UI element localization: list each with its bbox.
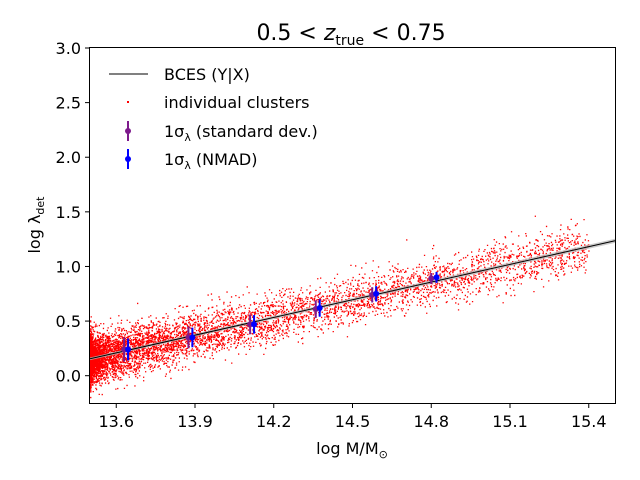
legend-scatter-label: individual clusters bbox=[164, 93, 309, 112]
y-tick-label: 3.0 bbox=[56, 39, 81, 58]
x-tick-label: 13.6 bbox=[98, 412, 134, 431]
x-tick-label: 14.5 bbox=[335, 412, 371, 431]
y-axis-label-sub: det bbox=[34, 196, 47, 215]
legend-std-suffix: (standard dev.) bbox=[191, 122, 318, 141]
legend: BCES (Y|X) individual clusters 1σλ (stan… bbox=[109, 65, 318, 172]
x-axis-ticks: 13.6 13.9 14.2 14.5 14.8 15.1 15.4 bbox=[98, 403, 607, 431]
fit-line bbox=[89, 240, 616, 360]
x-axis-label-main: log M/M bbox=[316, 439, 378, 458]
x-axis-label: log M/M⊙ bbox=[316, 439, 388, 461]
legend-std-sub: λ bbox=[184, 131, 191, 144]
errorbar-nmad-point bbox=[251, 321, 258, 328]
y-tick-label: 1.0 bbox=[56, 257, 81, 276]
legend-nmad-prefix: 1σ bbox=[164, 150, 184, 169]
title-lhs: 0.5 < bbox=[256, 21, 323, 46]
errorbar-nmad-point bbox=[125, 346, 132, 353]
legend-fit-label: BCES (Y|X) bbox=[164, 65, 250, 84]
errorbar-nmad-point bbox=[189, 334, 196, 341]
y-axis-ticks: 0.0 0.5 1.0 1.5 2.0 2.5 3.0 bbox=[56, 39, 90, 386]
title-sub: true bbox=[335, 33, 364, 49]
errorbar-nmad-point bbox=[433, 274, 440, 281]
x-tick-label: 14.2 bbox=[256, 412, 292, 431]
legend-std-label: 1σλ (standard dev.) bbox=[164, 122, 318, 144]
scatter-layer bbox=[90, 215, 590, 399]
x-tick-label: 14.8 bbox=[413, 412, 449, 431]
errorbar-nmad-point bbox=[316, 304, 323, 311]
errorbar-std-point bbox=[428, 275, 435, 282]
x-axis-label-sub: ⊙ bbox=[379, 448, 388, 461]
y-axis-label: log λdet bbox=[25, 196, 47, 254]
legend-std-swatch-dot bbox=[125, 128, 131, 134]
errorbar-nmad-point bbox=[373, 290, 380, 297]
x-tick-label: 15.4 bbox=[571, 412, 607, 431]
legend-nmad-suffix: (NMAD) bbox=[191, 150, 258, 169]
y-tick-label: 0.0 bbox=[56, 367, 81, 386]
fit-layer bbox=[89, 238, 616, 361]
legend-nmad-swatch-dot bbox=[125, 156, 131, 162]
legend-std-prefix: 1σ bbox=[164, 122, 184, 141]
errorbar-layer bbox=[121, 271, 440, 362]
title-rhs: < 0.75 bbox=[364, 21, 445, 46]
y-tick-label: 1.5 bbox=[56, 203, 81, 222]
y-axis-label-main: log λ bbox=[25, 215, 44, 254]
legend-scatter-swatch bbox=[127, 101, 129, 103]
scatter-points bbox=[90, 215, 590, 399]
legend-nmad-label: 1σλ (NMAD) bbox=[164, 150, 257, 172]
x-tick-label: 15.1 bbox=[492, 412, 528, 431]
x-tick-label: 13.9 bbox=[177, 412, 213, 431]
y-tick-label: 2.0 bbox=[56, 148, 81, 167]
y-tick-label: 2.5 bbox=[56, 94, 81, 113]
chart-title: 0.5 < ztrue < 0.75 bbox=[256, 21, 445, 49]
title-var: z bbox=[323, 21, 336, 46]
legend-nmad-sub: λ bbox=[184, 159, 191, 172]
y-tick-label: 0.5 bbox=[56, 312, 81, 331]
